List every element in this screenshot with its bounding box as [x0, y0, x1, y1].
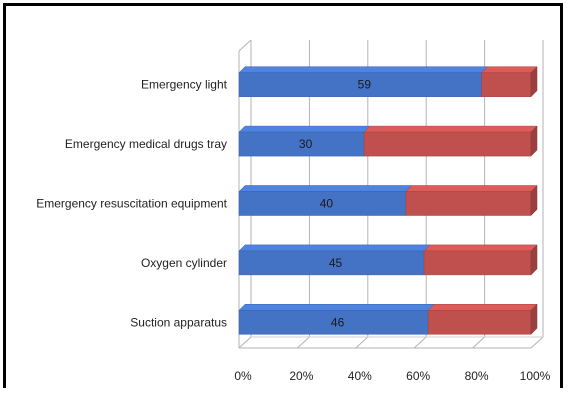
data-label: 30 [299, 137, 313, 151]
x-tick-label: 40% [348, 369, 372, 383]
data-label: 40 [320, 197, 334, 211]
axis-wall-top [238, 39, 252, 52]
bar-end-face [530, 303, 538, 335]
bar-segment [481, 72, 532, 97]
gridline-floor [297, 336, 310, 349]
category-label: Oxygen cylinder [141, 256, 227, 270]
bar-top-face [238, 125, 371, 133]
bar-top-face [238, 244, 431, 252]
bar-segment [238, 72, 482, 97]
bar-segment [363, 131, 532, 157]
x-tick-label: 0% [234, 369, 252, 383]
chart-frame: 59 30 40 45 46 Emergency light Emergency medi… [3, 3, 563, 388]
bar-top-face [238, 304, 435, 311]
bar-top-face [423, 244, 538, 252]
category-label: Emergency medical drugs tray [65, 137, 227, 151]
gridline-floor [530, 336, 544, 349]
gridline-floor [472, 336, 485, 349]
bar-segment [427, 310, 532, 335]
bar-segment [238, 310, 429, 335]
x-tick-label: 20% [289, 369, 313, 383]
bar-end-face [530, 184, 538, 217]
bar-top-face [481, 66, 538, 73]
x-tick-label: 80% [465, 369, 489, 383]
bar-end-face [530, 125, 538, 157]
category-label: Suction apparatus [130, 315, 227, 329]
bar-top-face [363, 125, 538, 133]
x-tick-label: 60% [406, 369, 430, 383]
data-label: 45 [329, 256, 343, 270]
bar-segment [238, 131, 365, 157]
x-tick-label: 100% [520, 369, 551, 383]
chart-floor [239, 336, 543, 349]
gridline-floor [413, 336, 427, 349]
stacked-bar-chart: 59 30 40 45 46 Emergency light Emergency medi… [36, 39, 551, 383]
category-labels: Emergency light Emergency medical drugs t… [36, 78, 227, 330]
bar-top-face [427, 304, 538, 311]
bar-segment [238, 250, 425, 276]
bar-end-face [530, 66, 538, 98]
bar-top-face [238, 66, 489, 73]
category-label: Emergency light [141, 78, 228, 92]
bars: 59 30 40 45 46 [238, 66, 538, 335]
gridline-floor [355, 336, 369, 349]
data-label: 46 [331, 315, 345, 329]
bar-top-face [405, 185, 538, 192]
bar-end-face [530, 244, 538, 276]
data-label: 59 [358, 78, 372, 92]
bar-segment [423, 250, 532, 276]
x-tick-labels: 0% 20% 40% 60% 80% 100% [234, 369, 550, 383]
gridline-floor [238, 336, 252, 349]
bar-segment [405, 191, 532, 216]
category-label: Emergency resuscitation equipment [36, 197, 227, 211]
bar-top-face [238, 185, 413, 192]
